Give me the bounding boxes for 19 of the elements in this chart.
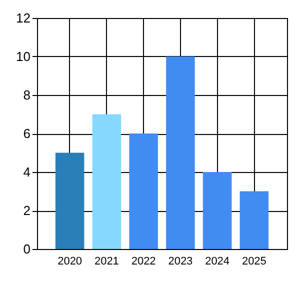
y-tick-label: 4: [23, 164, 30, 180]
bar: [240, 191, 269, 249]
x-tick-label: 2024: [205, 256, 230, 268]
x-tick-label: 2023: [168, 256, 193, 268]
bar: [92, 114, 122, 249]
x-tick-label: 2020: [58, 256, 82, 268]
bar: [129, 134, 158, 249]
y-tick-label: 8: [23, 88, 30, 102]
x-tick-label: 2025: [242, 256, 266, 268]
y-tick-label: 2: [23, 203, 30, 218]
x-tick-label: 2021: [94, 256, 119, 268]
x-tick-label: 2022: [131, 256, 156, 268]
y-tick-label: 6: [23, 126, 30, 141]
bar: [55, 152, 84, 249]
y-tick-label: 12: [16, 10, 30, 26]
y-tick-label: 10: [16, 49, 30, 64]
bar: [166, 56, 195, 249]
bar: [202, 172, 232, 249]
y-tick-label: 0: [23, 242, 30, 256]
